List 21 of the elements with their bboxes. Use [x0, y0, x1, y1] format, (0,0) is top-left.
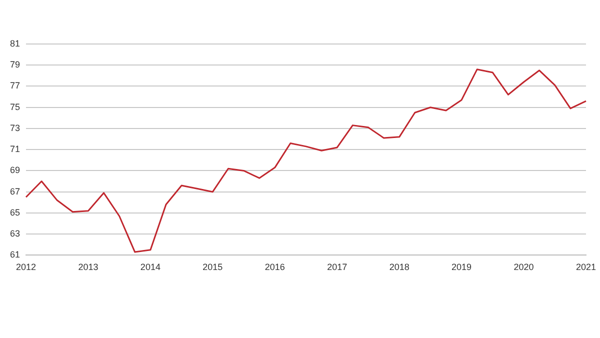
- x-tick-label: 2013: [78, 262, 98, 272]
- x-tick-label: 2018: [389, 262, 410, 272]
- x-tick-label: 2020: [514, 262, 534, 272]
- y-tick-label: 77: [10, 80, 20, 91]
- y-tick-label: 69: [10, 165, 20, 176]
- x-tick-label: 2016: [264, 262, 285, 272]
- x-tick-label: 2012: [16, 262, 36, 272]
- y-tick-label: 75: [10, 102, 20, 112]
- y-tick-label: 67: [10, 186, 20, 196]
- y-tick-label: 73: [10, 122, 20, 133]
- y-tick-label: 63: [10, 228, 20, 239]
- x-tick-label: 2019: [452, 262, 472, 272]
- y-tick-label: 71: [10, 144, 20, 154]
- x-tick-label: 2015: [202, 262, 223, 272]
- y-tick-label: 65: [10, 207, 20, 218]
- y-tick-label: 61: [10, 250, 20, 260]
- y-tick-label: 79: [10, 60, 20, 70]
- x-tick-label: 2021: [576, 262, 596, 272]
- x-tick-label: 2017: [327, 262, 348, 272]
- y-tick-label: 81: [10, 38, 20, 48]
- x-tick-label: 2014: [140, 262, 160, 272]
